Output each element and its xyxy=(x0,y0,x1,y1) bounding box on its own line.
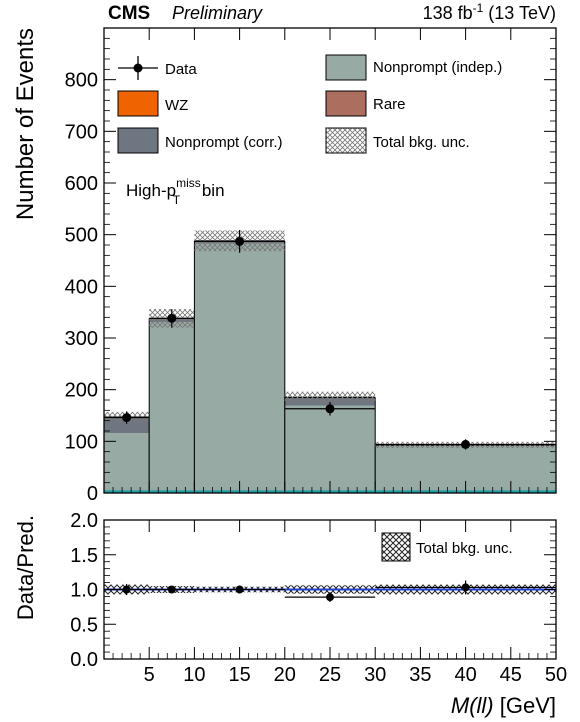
legend-item-unc: Total bkg. unc. xyxy=(325,127,470,154)
ratio-xtick-label-25: 25 xyxy=(319,664,341,686)
main-y-axis-label: Number of Events xyxy=(12,28,39,220)
main-frame xyxy=(103,27,557,494)
main-ytick-label-800: 800 xyxy=(65,70,98,92)
legend-label-nonprompt-indep: Nonprompt (indep.) xyxy=(373,59,502,76)
experiment-label: CMS xyxy=(108,3,150,24)
legend-label-unc: Total bkg. unc. xyxy=(373,134,470,151)
main-ytick-label-200: 200 xyxy=(65,380,98,402)
ratio-xtick-label-40: 40 xyxy=(454,664,476,686)
lumi-value: 138 fb xyxy=(423,3,473,23)
main-ytick-label-400: 400 xyxy=(65,276,98,298)
unc-band-bin-4 xyxy=(284,391,376,404)
ratio-ytick-label-1.5: 1.5 xyxy=(70,545,98,567)
data-point-3 xyxy=(235,236,245,246)
lumi-exponent: -1 xyxy=(473,1,484,15)
legend-item-rare: Rare xyxy=(325,90,406,117)
ratio-xtick-label-30: 30 xyxy=(364,664,386,686)
ratio-xtick-label-35: 35 xyxy=(409,664,431,686)
ratio-point-2 xyxy=(167,585,176,594)
bin-annotation: High-pmiss T bin xyxy=(126,176,225,207)
bin-annotation-sub: T xyxy=(173,193,181,207)
ratio-ytick-label-0.5: 0.5 xyxy=(70,614,98,636)
ratio-ytick-label-1.0: 1.0 xyxy=(70,580,98,602)
ratio-y-axis-label: Data/Pred. xyxy=(13,515,38,620)
data-point-2 xyxy=(167,313,177,323)
bar-nonprompt-indep-bin-3 xyxy=(194,243,285,493)
legend-data-marker xyxy=(133,63,143,73)
ratio-point-1 xyxy=(122,585,131,594)
legend-swatch-nonprompt-corr xyxy=(117,127,159,154)
ratio-point-3 xyxy=(235,585,244,594)
legend-swatch-nonprompt-indep xyxy=(325,54,367,81)
x-axis-label-var: M(ll) xyxy=(451,693,494,718)
legend-item-data: Data xyxy=(118,56,197,80)
x-axis-label-unit: [GeV] xyxy=(494,693,556,718)
legend-swatch-unc xyxy=(325,127,367,154)
main-plot: 0 100 200 300 400 500 600 700 800 xyxy=(65,28,557,505)
ratio-point-5 xyxy=(461,583,470,592)
legend-item-nonprompt-indep: Nonprompt (indep.) xyxy=(325,54,502,81)
bar-nonprompt-indep-bin-1 xyxy=(104,433,150,493)
bin-annotation-prefix: High-p xyxy=(126,181,176,200)
ratio-xtick-label-20: 20 xyxy=(274,664,296,686)
main-ytick-label-700: 700 xyxy=(65,121,98,143)
ratio-plot: 0.0 0.5 1.0 1.5 2.0 5 10 15 20 25 30 35 40 45 50 xyxy=(70,510,567,686)
x-axis-label: M(ll) [GeV] xyxy=(451,693,556,718)
legend-label-nonprompt-corr: Nonprompt (corr.) xyxy=(165,134,283,151)
lumi-label: 138 fb-1 (13 TeV) xyxy=(423,1,556,23)
bin-annotation-suffix: bin xyxy=(197,181,224,200)
legend-swatch-rare xyxy=(325,90,367,117)
status-label: Preliminary xyxy=(172,3,263,23)
data-point-5 xyxy=(461,439,471,449)
bar-nonprompt-indep-bin-2 xyxy=(149,321,195,493)
legend-label-data: Data xyxy=(165,61,197,78)
energy-label: (13 TeV) xyxy=(483,3,556,23)
ratio-point-4 xyxy=(326,593,334,602)
main-ytick-label-0: 0 xyxy=(87,483,98,505)
main-legend: Data Nonprompt (indep.) WZ Rare Nonpromp… xyxy=(117,54,502,154)
legend-swatch-wz xyxy=(117,90,159,117)
ratio-xtick-label-10: 10 xyxy=(183,664,205,686)
ratio-xtick-label-5: 5 xyxy=(144,664,155,686)
data-point-4 xyxy=(325,404,335,414)
ratio-ytick-label-2.0: 2.0 xyxy=(70,510,98,532)
bar-nonprompt-indep-bin-4 xyxy=(284,405,376,493)
main-ytick-label-300: 300 xyxy=(65,328,98,350)
legend-item-wz: WZ xyxy=(117,90,188,117)
bin-annotation-sup: miss xyxy=(176,176,201,190)
main-ytick-label-500: 500 xyxy=(65,225,98,247)
ratio-xtick-label-45: 45 xyxy=(500,664,522,686)
ratio-xtick-label-50: 50 xyxy=(545,664,567,686)
legend-label-wz: WZ xyxy=(165,97,188,114)
ratio-legend: Total bkg. unc. xyxy=(381,532,513,562)
data-point-1 xyxy=(122,413,132,423)
ratio-legend-label-unc: Total bkg. unc. xyxy=(416,540,513,557)
ratio-ytick-label-0.0: 0.0 xyxy=(70,649,98,671)
legend-label-rare: Rare xyxy=(373,96,406,113)
legend-item-nonprompt-corr: Nonprompt (corr.) xyxy=(117,127,283,154)
main-ytick-label-100: 100 xyxy=(65,431,98,453)
ratio-xtick-label-15: 15 xyxy=(228,664,250,686)
ratio-frame xyxy=(103,519,557,660)
ratio-legend-swatch-unc xyxy=(381,532,411,562)
main-ytick-label-600: 600 xyxy=(65,173,98,195)
